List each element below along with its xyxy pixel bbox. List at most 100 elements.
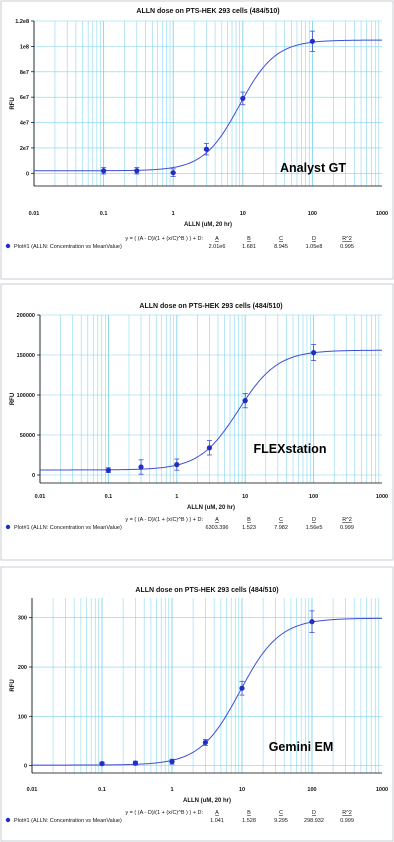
data-point xyxy=(105,467,111,473)
data-point xyxy=(134,168,140,174)
y-tick-label: 300 xyxy=(18,616,27,622)
fit-param-header: R^2 xyxy=(342,517,352,523)
fit-param-value: 0.999 xyxy=(340,525,354,531)
data-point xyxy=(138,464,144,470)
fit-curve xyxy=(40,349,382,471)
y-tick-label: 100 xyxy=(18,714,27,720)
data-point xyxy=(202,739,208,746)
x-tick-label: 0.1 xyxy=(105,494,113,500)
legend-marker xyxy=(5,524,11,530)
fit-param-header: C xyxy=(279,236,283,242)
data-point xyxy=(99,761,105,767)
data-point xyxy=(242,398,248,404)
data-point xyxy=(169,759,175,765)
panel-border xyxy=(0,283,394,561)
chart-svg: ALLN dose on PTS-HEK 293 cells (484/510)… xyxy=(0,283,394,561)
y-tick-label: 4e7 xyxy=(20,121,29,127)
y-tick-label: 0 xyxy=(26,171,29,177)
y-tick-label: 0 xyxy=(24,764,27,770)
fit-param-value: 8.945 xyxy=(274,244,288,250)
x-tick-label: 1000 xyxy=(376,494,388,500)
grid xyxy=(39,314,382,483)
instrument-label: Gemini EM xyxy=(269,740,334,754)
legend-series-label: Plot#1 (ALLN: Concentration vs MeanValue… xyxy=(14,244,122,250)
y-tick-label: 1e8 xyxy=(20,44,29,50)
y-tick-label: 150000 xyxy=(17,353,35,359)
legend-series-label: Plot#1 (ALLN: Concentration vs MeanValue… xyxy=(14,525,122,531)
fit-param-value: 1.681 xyxy=(242,244,256,250)
fit-param-header: A xyxy=(215,517,219,523)
y-tick-label: 2e7 xyxy=(20,146,29,152)
instrument-label: Analyst GT xyxy=(280,161,346,175)
x-tick-label: 1 xyxy=(172,211,175,217)
y-axis-label: RFU xyxy=(10,393,16,405)
data-point xyxy=(174,462,180,468)
fit-param-value: 1.05e8 xyxy=(306,244,323,250)
x-tick-label: 10 xyxy=(239,787,245,793)
y-tick-label: 6e7 xyxy=(20,95,29,101)
x-tick-label: 0.01 xyxy=(29,211,40,217)
x-tick-label: 1 xyxy=(170,787,173,793)
fit-equation: y = ( (A - D)/(1 + (x/C)^B ) ) + D: xyxy=(125,236,203,242)
fit-param-header: A xyxy=(215,236,219,242)
fit-param-header: C xyxy=(279,810,283,816)
x-tick-label: 0.1 xyxy=(98,787,106,793)
chart-svg: ALLN dose on PTS-HEK 293 cells (484/510)… xyxy=(0,566,394,842)
chart-panel-flexstation: ALLN dose on PTS-HEK 293 cells (484/510)… xyxy=(0,283,394,561)
data-point xyxy=(170,170,176,176)
panel-border xyxy=(0,0,394,280)
chart-panel-analyst-gt: ALLN dose on PTS-HEK 293 cells (484/510)… xyxy=(0,0,394,280)
fit-param-header: R^2 xyxy=(342,810,352,816)
fit-param-value: 298.932 xyxy=(304,818,324,824)
fit-equation: y = ( (A - D)/(1 + (x/C)^B ) ) + D: xyxy=(125,517,203,523)
fit-param-header: C xyxy=(279,517,283,523)
fit-param-value: 7.982 xyxy=(274,525,288,531)
fit-param-header: D xyxy=(312,517,316,523)
x-tick-label: 0.01 xyxy=(35,494,46,500)
x-tick-label: 10 xyxy=(240,211,246,217)
data-point xyxy=(309,38,315,44)
grid xyxy=(33,20,382,186)
y-tick-label: 100000 xyxy=(17,393,35,399)
x-axis-label: ALLN (uM, 20 hr) xyxy=(184,222,232,228)
legend-marker xyxy=(5,817,11,823)
data-point xyxy=(311,350,317,356)
chart-svg: ALLN dose on PTS-HEK 293 cells (484/510)… xyxy=(0,0,394,280)
x-axis-label: ALLN (uM, 20 hr) xyxy=(187,505,235,511)
instrument-label: FLEXstation xyxy=(254,442,327,456)
fit-param-header: B xyxy=(247,517,251,523)
y-tick-label: 8e7 xyxy=(20,70,29,76)
fit-equation: y = ( (A - D)/(1 + (x/C)^B ) ) + D: xyxy=(125,810,203,816)
x-tick-label: 100 xyxy=(307,787,316,793)
fit-param-value: 1.56e5 xyxy=(306,525,323,531)
y-tick-label: 0 xyxy=(32,473,35,479)
fit-param-value: 0.999 xyxy=(340,818,354,824)
fit-param-value: 2.01e6 xyxy=(209,244,226,250)
x-tick-label: 0.1 xyxy=(100,211,108,217)
x-tick-label: 0.01 xyxy=(27,787,38,793)
chart-title: ALLN dose on PTS-HEK 293 cells (484/510) xyxy=(135,587,278,594)
x-tick-label: 100 xyxy=(308,211,317,217)
fit-param-header: D xyxy=(312,810,316,816)
fit-param-value: 6303.396 xyxy=(206,525,229,531)
y-tick-label: 1.2e8 xyxy=(15,19,29,25)
data-point xyxy=(203,146,210,152)
legend-marker xyxy=(5,243,11,249)
fit-param-header: R^2 xyxy=(342,236,352,242)
chart-title: ALLN dose on PTS-HEK 293 cells (484/510) xyxy=(139,303,282,310)
data-point xyxy=(239,685,245,691)
data-point xyxy=(101,168,107,174)
data-point xyxy=(132,760,138,766)
fit-param-header: B xyxy=(247,810,251,816)
fit-param-header: B xyxy=(247,236,251,242)
fit-param-value: 1.041 xyxy=(210,818,224,824)
fit-param-value: 1.528 xyxy=(242,818,256,824)
fit-curve xyxy=(33,39,382,172)
chart-title: ALLN dose on PTS-HEK 293 cells (484/510) xyxy=(136,8,279,15)
fit-param-value: 9.295 xyxy=(274,818,288,824)
y-tick-label: 200000 xyxy=(17,313,35,319)
x-axis-label: ALLN (uM, 20 hr) xyxy=(183,798,231,804)
x-tick-label: 10 xyxy=(242,494,248,500)
y-axis-label: RFU xyxy=(10,97,16,109)
x-tick-label: 1000 xyxy=(376,787,388,793)
